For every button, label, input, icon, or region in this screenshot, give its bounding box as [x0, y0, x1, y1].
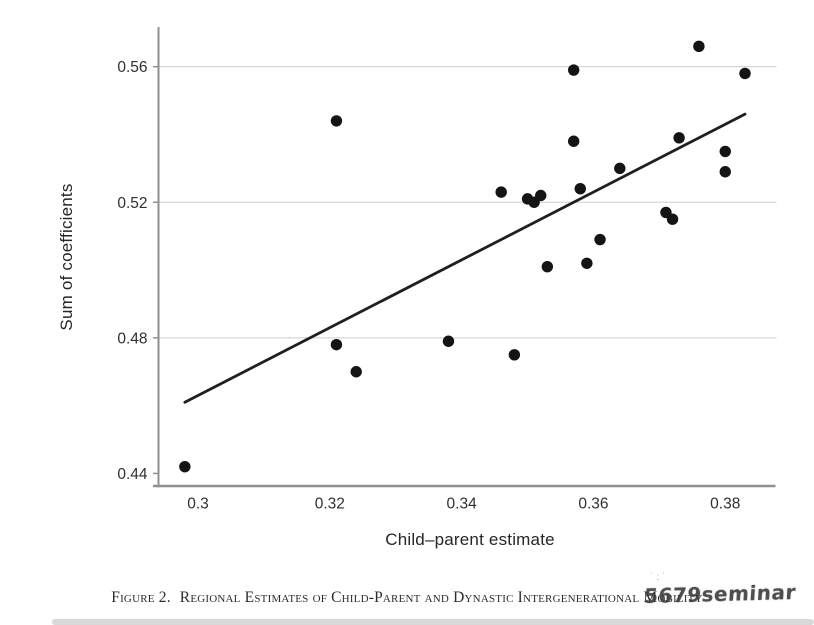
- figure-caption-number: Figure 2.: [111, 589, 171, 606]
- data-point: [442, 335, 455, 347]
- trend-line: [183, 112, 747, 404]
- data-point: [541, 260, 554, 273]
- x-tick-label-0.38: 0.38: [710, 496, 740, 513]
- x-tick-label-0.34: 0.34: [447, 496, 478, 513]
- figure-caption: Figure 2. Regional Estimates of Child-Par…: [0, 589, 814, 607]
- x-tick-label-0.3: 0.3: [187, 496, 209, 513]
- data-point: [693, 40, 705, 53]
- data-point: [508, 349, 521, 361]
- x-tick-label-0.32: 0.32: [315, 496, 345, 513]
- y-axis-title: Sum of coefficients: [57, 183, 76, 331]
- data-point: [719, 145, 731, 158]
- data-point: [594, 233, 606, 246]
- figure-caption-text: Regional Estimates of Child-Parent and D…: [179, 589, 703, 606]
- x-axis-title: Child–parent estimate: [385, 530, 555, 549]
- watermark-text: 5679seminar: [643, 579, 797, 609]
- data-point: [567, 64, 580, 76]
- y-tick-label-0.48: 0.48: [117, 330, 147, 347]
- data-point: [350, 366, 362, 378]
- x-tick-label-0.36: 0.36: [578, 496, 608, 513]
- y-tick-label-0.56: 0.56: [117, 59, 147, 76]
- data-point: [330, 115, 343, 127]
- data-point: [614, 162, 626, 175]
- data-point: [739, 67, 751, 80]
- data-point: [574, 183, 586, 195]
- data-point: [581, 257, 593, 269]
- data-point: [673, 132, 685, 144]
- data-point: [179, 460, 191, 473]
- cutoff-next-line-bar: [52, 619, 814, 625]
- data-point: [535, 189, 547, 202]
- data-point: [330, 338, 343, 351]
- y-tick-label-0.52: 0.52: [117, 195, 147, 212]
- data-point: [567, 135, 580, 147]
- data-point: [719, 166, 731, 178]
- data-point: [666, 213, 679, 225]
- data-point: [495, 186, 507, 198]
- watermark-smudge-marks: ˙:˙: [650, 572, 669, 583]
- y-tick-label-0.44: 0.44: [117, 466, 148, 483]
